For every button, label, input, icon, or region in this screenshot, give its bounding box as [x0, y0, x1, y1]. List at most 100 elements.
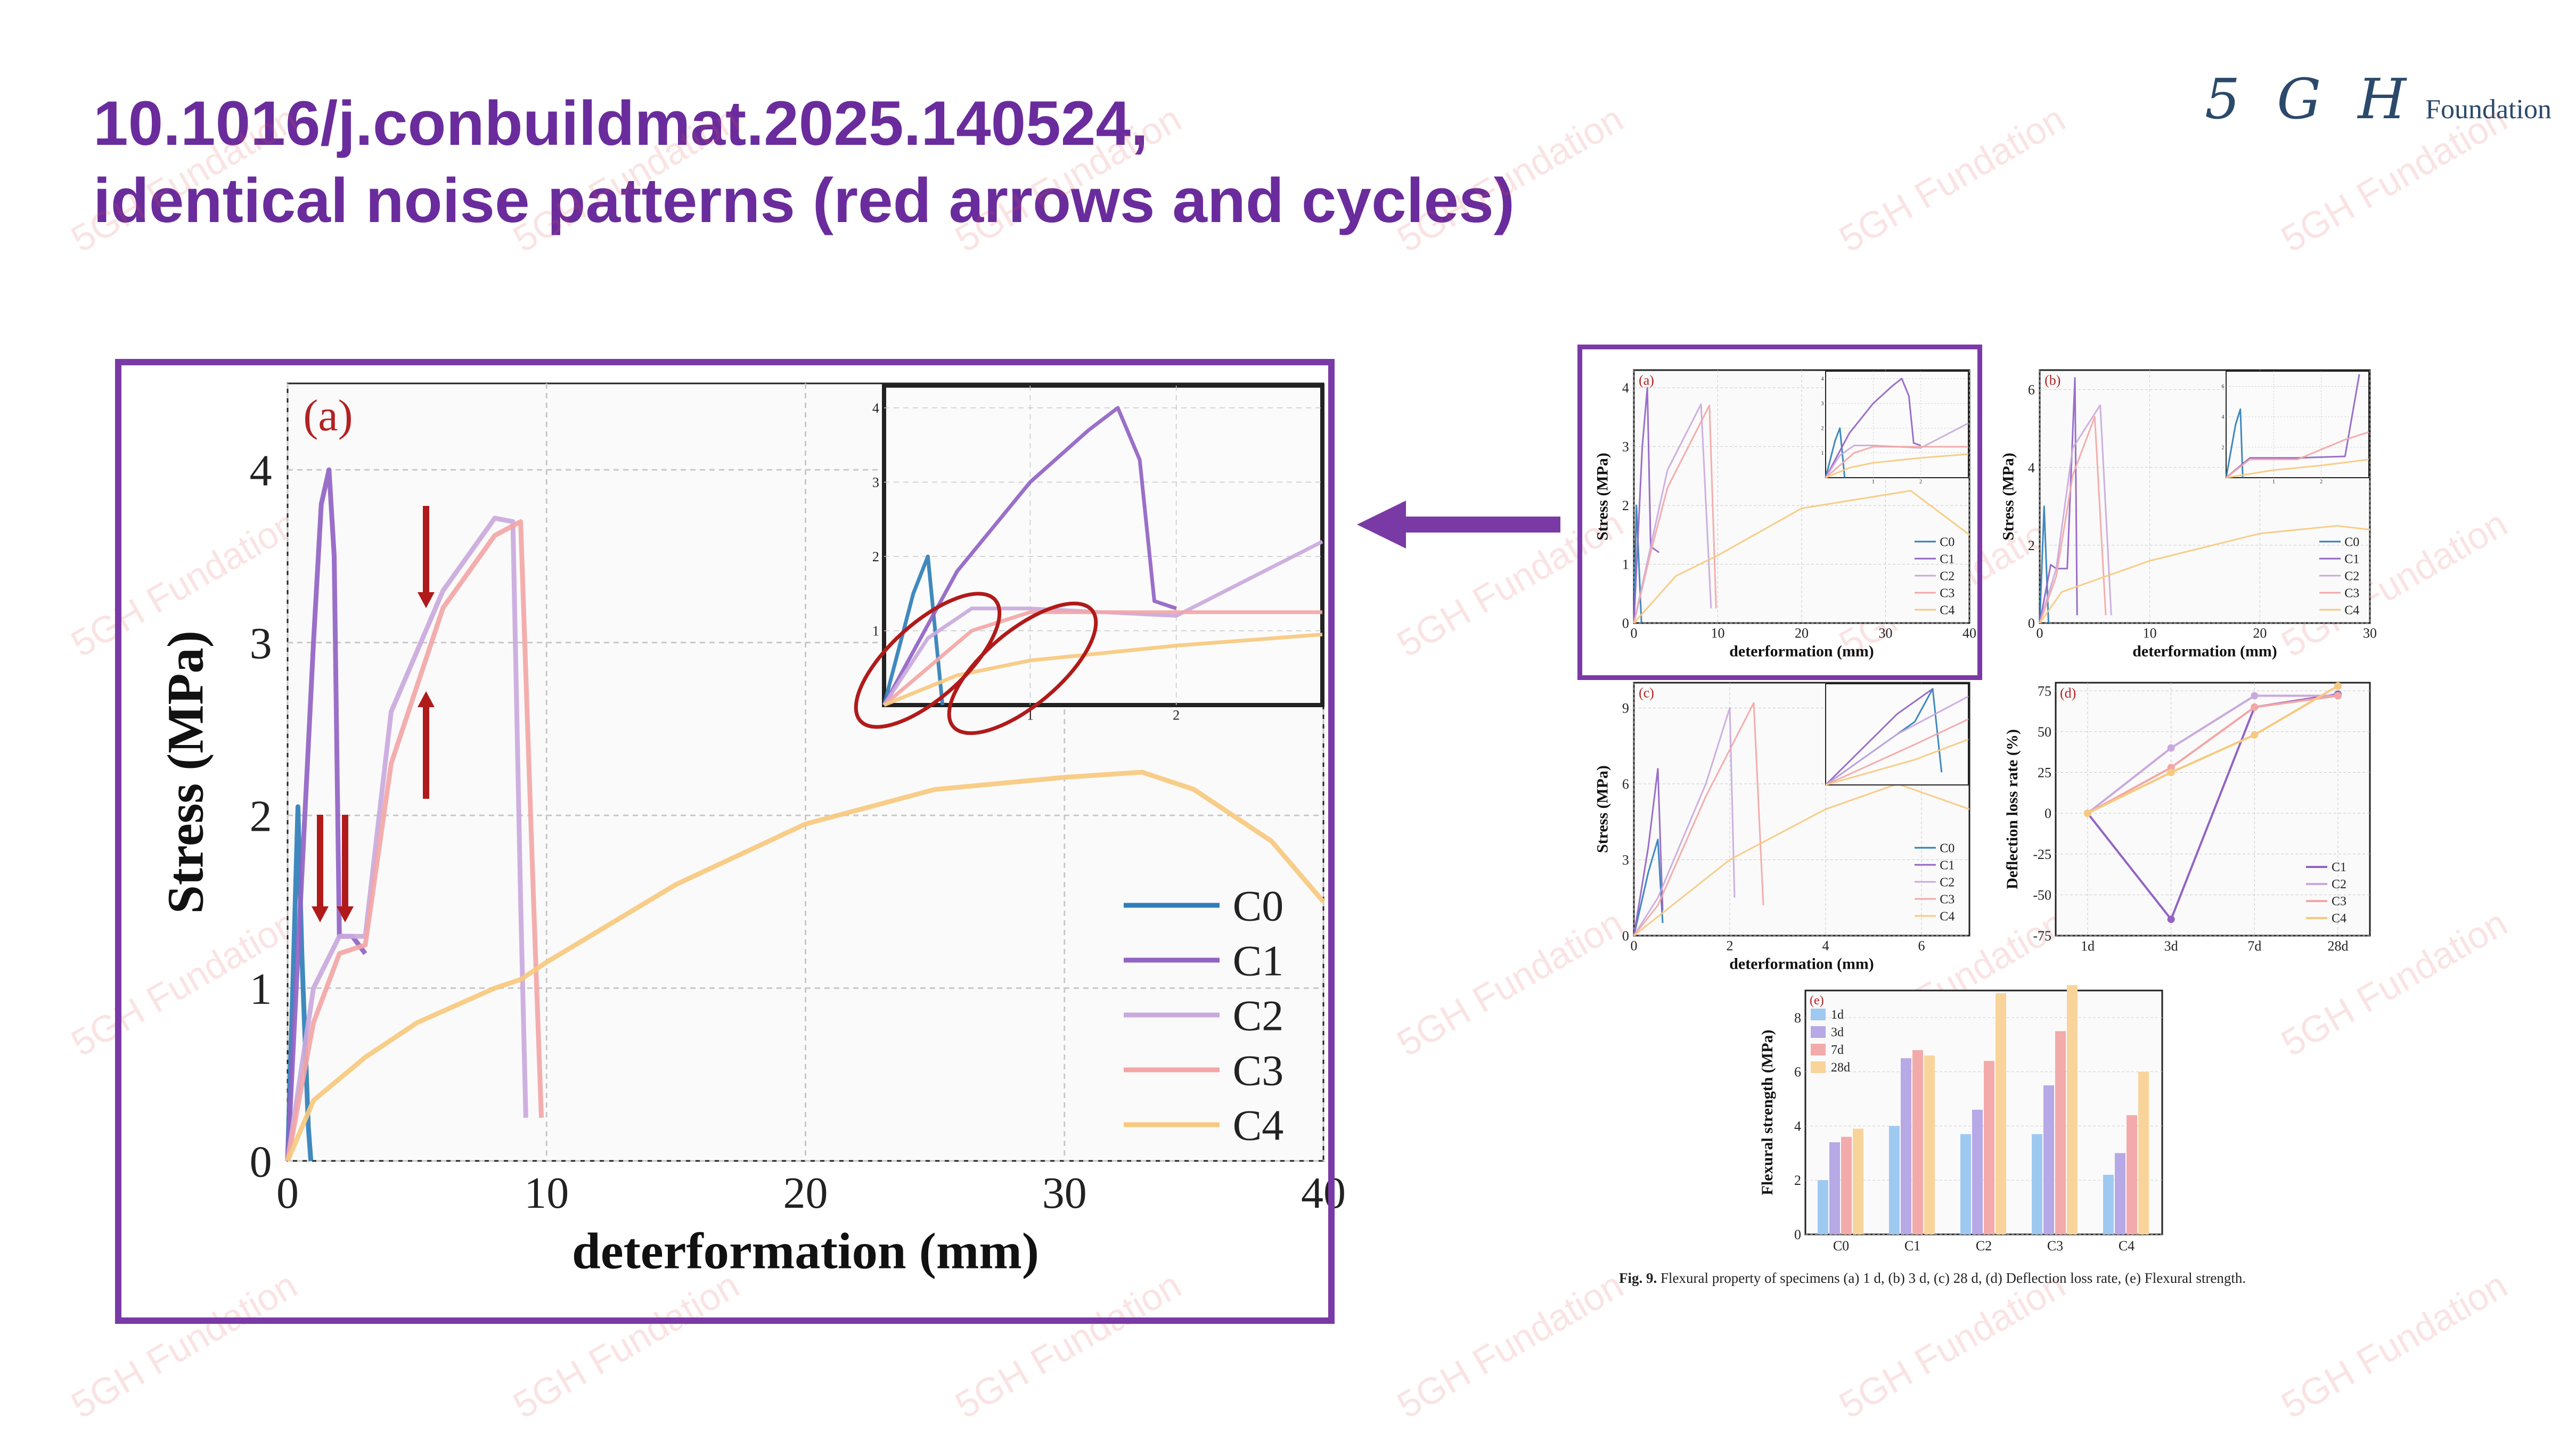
red-arrow-down-icon-head — [312, 906, 329, 922]
bar-1d — [2032, 1134, 2042, 1234]
data-point-c3 — [2334, 692, 2342, 700]
bar-28d — [2067, 985, 2078, 1234]
x-tick-label: C4 — [2119, 1238, 2135, 1254]
legend-label-1d: 1d — [1831, 1008, 1844, 1022]
bar-1d — [1889, 1126, 1900, 1234]
logo-mark: 5 G H — [2205, 67, 2416, 132]
x-tick-label: 10 — [1711, 625, 1725, 641]
x-tick-label: 40 — [1962, 625, 1976, 641]
series-line-c4 — [1633, 489, 1970, 624]
y-tick-label: 2 — [250, 792, 272, 841]
y-axis-label: Stress (MPa) — [1594, 453, 1612, 541]
y-axis-label: Deflection loss rate (%) — [2003, 729, 2021, 889]
series-line-c3 — [1825, 446, 1968, 479]
panel-e-plot: 0 2 4 6 8 C0 C1 C2 C3 C4 (e) Flexural strength (MPa… — [1759, 985, 2163, 1254]
legend-label-c2: C2 — [2332, 878, 2346, 891]
y-tick-label: 6 — [2028, 382, 2035, 398]
series-line-c2 — [1633, 707, 1736, 936]
y-tick-label: 2 — [1622, 498, 1629, 513]
legend-label-c4: C4 — [2344, 603, 2359, 617]
y-axis-label: Flexural strength (MPa) — [1759, 1029, 1776, 1195]
series-line-c3 — [2087, 694, 2338, 814]
legend-label-c4: C4 — [2332, 912, 2346, 926]
data-point-c4 — [2334, 682, 2342, 690]
y-tick-label: 0 — [2045, 806, 2051, 821]
data-point-c4 — [2167, 768, 2175, 776]
legend-label-c3: C3 — [1940, 586, 1955, 600]
bar-3d — [2115, 1153, 2125, 1234]
y-tick-label: 6 — [2222, 384, 2225, 390]
red-arrow-down-icon-head — [418, 592, 435, 608]
bar-7d — [1841, 1136, 1852, 1234]
legend-label-c2: C2 — [2344, 569, 2359, 583]
series-line-c3 — [1633, 702, 1764, 936]
x-tick-label: 10 — [524, 1168, 569, 1218]
data-point-c2 — [2167, 744, 2175, 752]
x-tick-label: 20 — [2253, 625, 2267, 641]
x-tick-label: 10 — [2143, 625, 2157, 641]
series-line-c2 — [285, 515, 528, 1161]
y-tick-label: -25 — [2033, 847, 2051, 862]
x-tick-label: C3 — [2047, 1238, 2063, 1254]
y-tick-label: 50 — [2038, 724, 2051, 740]
y-tick-label: 0 — [1794, 1227, 1801, 1242]
y-tick-label: 3 — [1622, 439, 1629, 455]
figure-caption: Fig. 9. Flexural property of specimens (… — [1619, 1270, 2246, 1287]
y-tick-label: 6 — [1622, 776, 1629, 792]
y-tick-label: 2 — [2028, 538, 2035, 553]
series-line-c3 — [1825, 718, 1969, 786]
y-tick-label: 8 — [1794, 1010, 1801, 1026]
bar-3d — [1901, 1058, 1911, 1234]
bar-7d — [2055, 1031, 2066, 1234]
legend-swatch-3d — [1811, 1026, 1826, 1038]
y-tick-label: 3 — [1821, 401, 1824, 407]
legend-label-c0: C0 — [1233, 882, 1284, 930]
legend-label-c2: C2 — [1940, 569, 1955, 583]
caption-label: Fig. 9. — [1619, 1270, 1657, 1286]
foundation-logo: 5 G H Foundation — [2205, 67, 2552, 132]
y-tick-label: 2 — [872, 549, 879, 564]
series-line-c2 — [2039, 404, 2112, 624]
data-point-c2 — [2251, 692, 2259, 700]
bar-28d — [2138, 1071, 2149, 1234]
x-tick-label: C1 — [1904, 1238, 1920, 1254]
x-tick-label: 1 — [1872, 479, 1875, 485]
x-tick-label: 30 — [1879, 625, 1893, 641]
slide-title: 10.1016/j.conbuildmat.2025.140524, ident… — [93, 85, 1515, 240]
bar-7d — [2127, 1115, 2137, 1234]
x-tick-label: 20 — [783, 1168, 828, 1218]
series-line-c0 — [285, 804, 314, 1161]
legend-label-c1: C1 — [2332, 861, 2346, 874]
panel-label: (a) — [1639, 372, 1654, 388]
x-tick-label: 4 — [1822, 938, 1829, 953]
y-tick-label: 25 — [2038, 765, 2051, 781]
x-tick-label: 3d — [2164, 938, 2178, 954]
bar-3d — [1972, 1109, 1983, 1234]
y-tick-label: 4 — [872, 400, 879, 416]
legend-label-c2: C2 — [1233, 992, 1284, 1040]
y-tick-label: 1 — [1821, 451, 1824, 456]
x-tick-label: C0 — [1833, 1238, 1849, 1254]
series-line-c4 — [2087, 685, 2339, 814]
data-point-c1 — [2167, 915, 2175, 923]
legend-swatch-7d — [1811, 1044, 1826, 1055]
data-point-c4 — [2251, 731, 2259, 739]
series-line-c4 — [883, 632, 1323, 707]
x-tick-label: 6 — [1918, 938, 1925, 953]
panel-label: (d) — [2060, 685, 2076, 701]
series-line-c4 — [2039, 525, 2370, 624]
highlight-frame-small — [1577, 345, 1982, 680]
title-line-1: 10.1016/j.conbuildmat.2025.140524, — [93, 88, 1148, 159]
bar-3d — [1829, 1142, 1840, 1234]
x-tick-label: 2 — [2320, 479, 2323, 485]
legend-label-c3: C3 — [2332, 895, 2346, 908]
x-tick-label: 30 — [2363, 625, 2377, 641]
y-tick-label: 3 — [250, 619, 272, 668]
y-tick-label: 0 — [1622, 616, 1629, 631]
series-line-c2 — [2087, 694, 2338, 814]
panel-label: (c) — [1639, 685, 1654, 700]
y-tick-label: 4 — [2222, 414, 2225, 420]
y-tick-label: 4 — [1821, 376, 1824, 382]
panel-b-inset: 1 2 2 4 6 — [2222, 371, 2369, 485]
